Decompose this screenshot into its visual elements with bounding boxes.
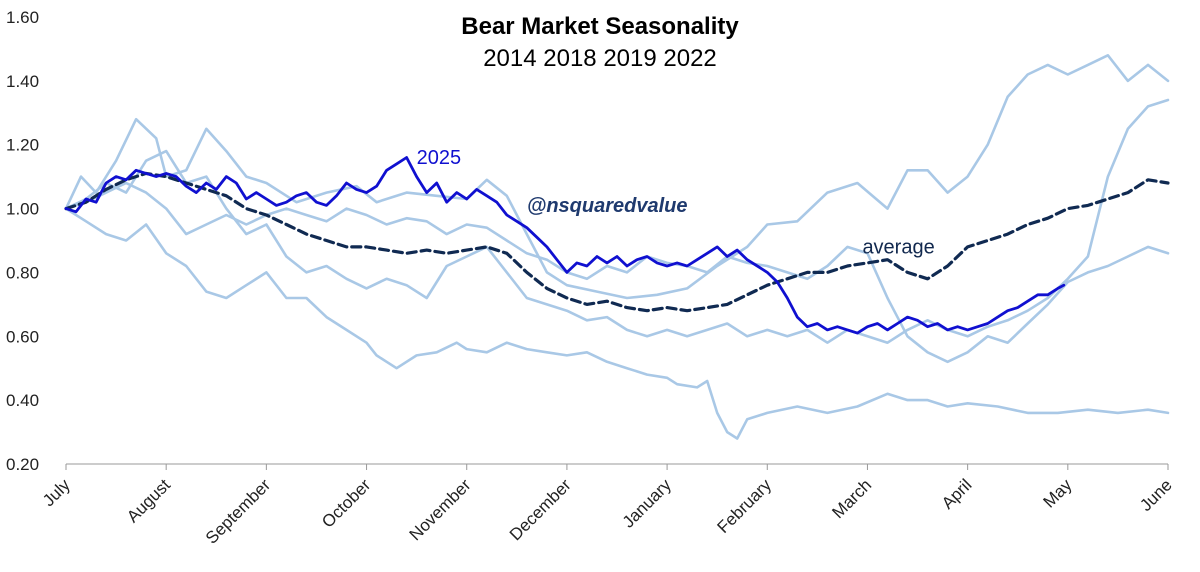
annotations: 2025 @nsquaredvalue average (417, 147, 935, 258)
y-tick-label: 1.20 (6, 136, 39, 155)
y-tick-label: 1.40 (6, 72, 39, 91)
annotation-label: @nsquaredvalue (527, 195, 688, 217)
chart-subtitle: 2014 2018 2019 2022 (483, 45, 717, 72)
x-tick-label: April (938, 475, 975, 512)
series-line-2019 (64, 207, 1170, 440)
series-line-2022 (64, 98, 1170, 344)
x-tick-label: December (506, 475, 575, 544)
x-tick-label: March (828, 475, 875, 522)
x-tick-label: November (406, 475, 475, 544)
x-tick-label: August (123, 475, 174, 526)
x-tick-label: July (39, 475, 74, 510)
y-tick-label: 0.20 (6, 455, 39, 474)
x-tick-label: June (1136, 475, 1176, 515)
axes: 0.20 0.40 0.60 0.80 1.00 1.20 1.40 1.60 July Augu… (6, 8, 1176, 548)
y-tick-label: 0.40 (6, 391, 39, 410)
series-line-2014 (64, 54, 1170, 300)
y-tick-label: 1.60 (6, 8, 39, 27)
x-tick-label: October (318, 475, 374, 531)
x-tick-label: May (1039, 475, 1075, 511)
y-tick-label: 0.80 (6, 263, 39, 282)
x-tick-label: February (714, 475, 776, 537)
annotation-label: average (862, 236, 934, 258)
series-line-2018 (64, 181, 1170, 364)
series-line-2025 (64, 156, 1066, 335)
annotation-label: 2025 (417, 147, 462, 169)
series-line-average (64, 171, 1170, 313)
y-tick-label: 1.00 (6, 200, 39, 219)
chart-title: Bear Market Seasonality (461, 13, 739, 40)
x-tick-label: January (619, 475, 676, 532)
series-lines (64, 54, 1170, 440)
x-tick-label: September (202, 475, 274, 547)
y-tick-label: 0.60 (6, 327, 39, 346)
